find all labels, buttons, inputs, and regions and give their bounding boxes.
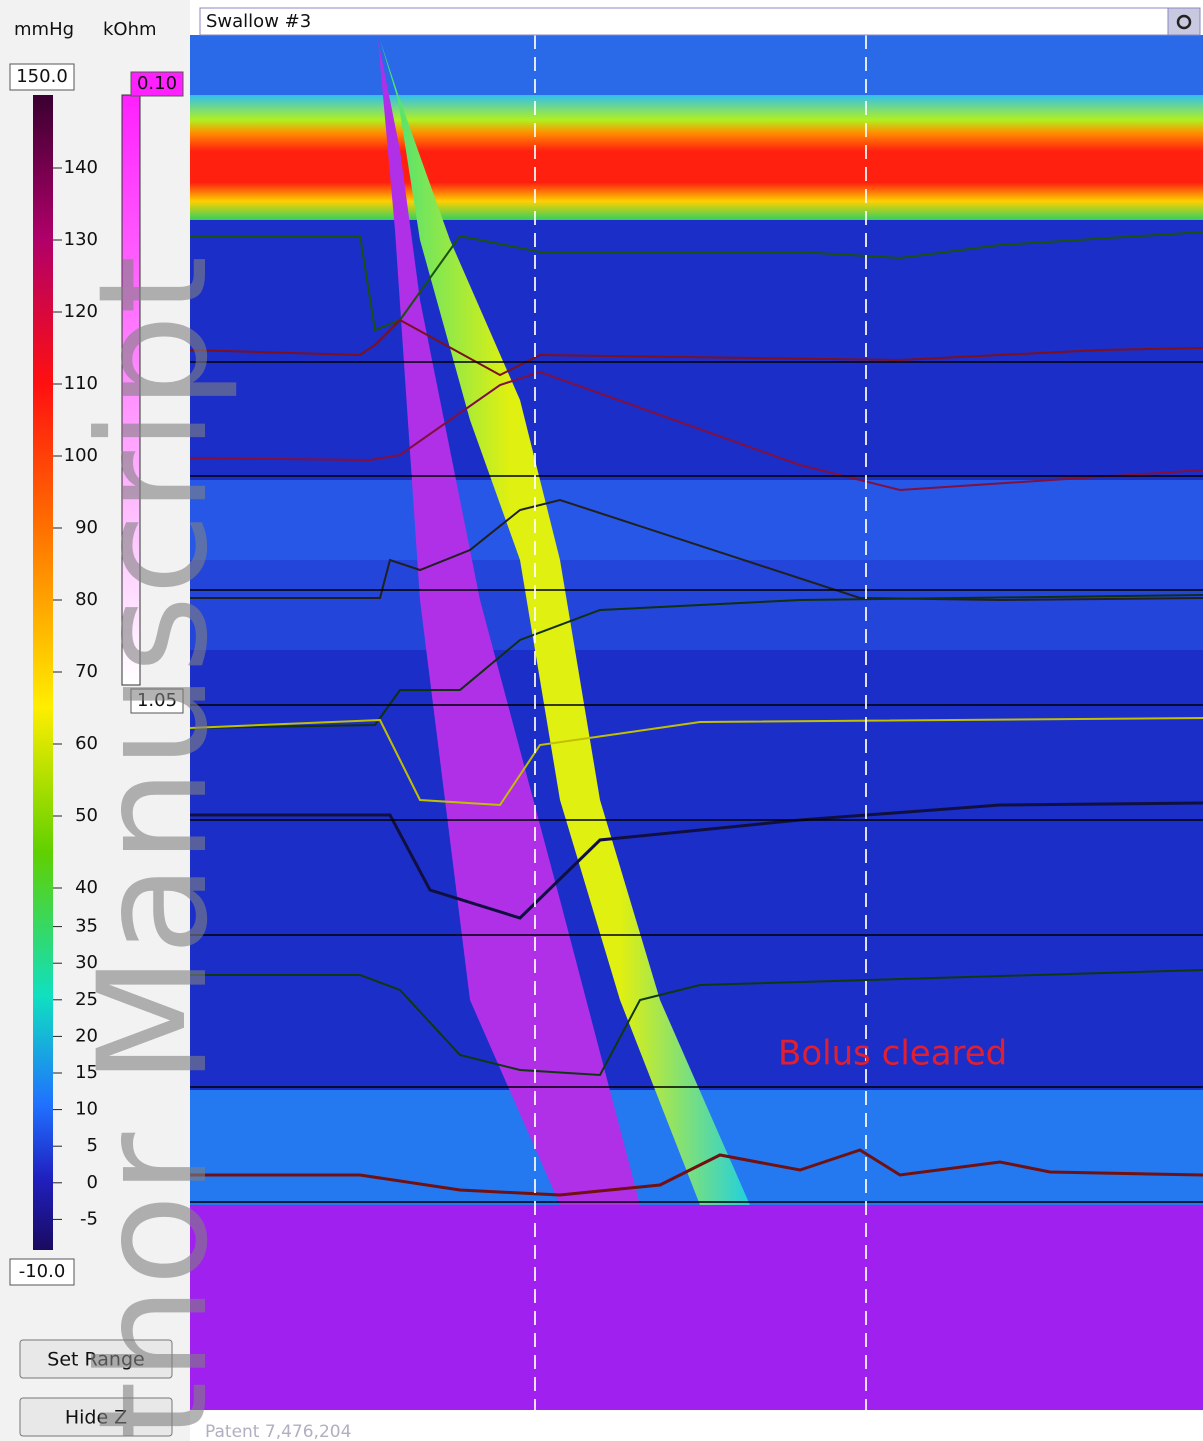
tick-label: 25 [75,989,98,1010]
watermark: thor Manuscript [67,256,241,1440]
tick-label: 60 [75,733,98,754]
impedance-bottom: 1.05 [137,690,177,711]
pressure-max-box[interactable] [9,63,75,91]
tick-label: -5 [80,1208,98,1229]
tick-label: 90 [75,517,98,538]
tick-label: 15 [75,1062,98,1083]
pressure-colorbar [33,95,53,1250]
topography-plot: Bolus cleared [189,35,1203,1441]
options-button[interactable] [1167,7,1201,36]
side-panel [0,0,190,1441]
tick-label: 100 [64,445,98,466]
set-range-label[interactable]: Set Range [47,1349,144,1371]
les-band [190,95,1203,220]
pressure-unit: mmHg [14,19,74,40]
tick-label: 80 [75,589,98,610]
tick-label: 120 [64,301,98,322]
region [190,35,1203,100]
footer-bar [190,1410,1203,1441]
impedance-top: 0.10 [137,73,177,94]
hide-z-button[interactable] [19,1397,173,1437]
region [190,1205,1203,1410]
tick-label: 40 [75,877,98,898]
tick-label: 30 [75,952,98,973]
pressure-min-box[interactable] [9,1258,75,1286]
tick-label: 5 [87,1135,98,1156]
impedance-unit: kOhm [103,19,157,40]
tick-label: 140 [64,157,98,178]
tick-label: 50 [75,805,98,826]
title-bar [199,7,1169,36]
options-icon[interactable] [1176,14,1192,30]
tick-label: 35 [75,916,98,937]
impedance-top-box[interactable] [130,71,184,97]
tick-label: 20 [75,1025,98,1046]
hide-z-label[interactable]: Hide Z [65,1407,127,1429]
set-range-button[interactable] [19,1339,173,1379]
bolus-region [378,40,640,1205]
tick-label: 10 [75,1099,98,1120]
plot-title: Swallow #3 [206,11,311,32]
tick-label: 0 [87,1172,98,1193]
tick-label: 70 [75,661,98,682]
annotation: Bolus cleared [778,1034,1007,1074]
pressure-min: -10.0 [19,1261,66,1282]
pressure-max[interactable]: 150.0 [16,66,68,87]
impedance-bottom-box[interactable] [130,688,184,714]
footer: Patent 7,476,204 [205,1422,351,1441]
region [190,480,1203,560]
tick-label: 130 [64,229,98,250]
tick-label: 110 [64,373,98,394]
